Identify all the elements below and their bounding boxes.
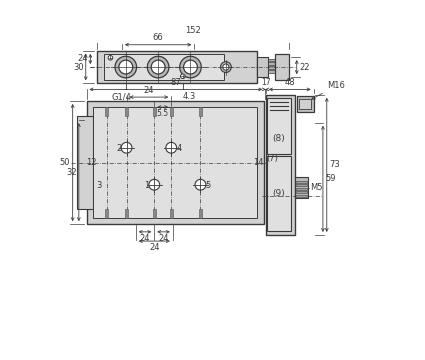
Bar [170, 107, 173, 116]
Bar [268, 66, 275, 69]
Bar [125, 107, 128, 116]
Text: 3: 3 [96, 181, 102, 190]
Bar [105, 107, 108, 116]
Circle shape [108, 55, 113, 60]
Text: M5: M5 [310, 183, 322, 192]
Bar [268, 62, 275, 65]
Bar [96, 51, 257, 83]
Bar [104, 54, 224, 80]
Circle shape [147, 56, 169, 78]
Bar [199, 209, 202, 218]
Bar [105, 209, 108, 218]
Circle shape [115, 56, 136, 78]
Circle shape [119, 60, 133, 74]
Text: 24: 24 [149, 243, 159, 252]
Text: 24: 24 [158, 234, 169, 243]
Bar [275, 54, 289, 80]
Bar [299, 99, 312, 109]
Text: 14: 14 [253, 158, 264, 167]
Bar [295, 177, 308, 198]
Text: 32: 32 [66, 168, 76, 177]
Text: 17: 17 [261, 78, 270, 87]
Circle shape [221, 62, 231, 72]
Bar [297, 96, 314, 112]
Bar [268, 59, 275, 61]
Text: (9): (9) [273, 189, 286, 198]
Text: 4.3: 4.3 [183, 93, 196, 102]
Bar [296, 188, 307, 190]
Circle shape [184, 60, 197, 74]
Text: 30: 30 [73, 63, 83, 72]
Text: (7): (7) [267, 154, 278, 163]
Text: 22: 22 [299, 63, 309, 72]
Text: 24: 24 [140, 234, 150, 243]
Text: G1/4: G1/4 [111, 93, 131, 102]
Bar [77, 116, 93, 209]
Bar [153, 209, 156, 218]
Circle shape [121, 142, 132, 153]
Text: 87: 87 [170, 78, 181, 87]
Bar [153, 107, 156, 116]
Text: 24: 24 [78, 54, 88, 63]
Circle shape [151, 60, 165, 74]
Bar [296, 181, 307, 183]
Text: 5: 5 [206, 181, 211, 190]
Bar [125, 209, 128, 218]
Text: 4: 4 [176, 144, 181, 153]
Text: 12: 12 [86, 158, 96, 167]
Text: 59: 59 [325, 174, 336, 183]
Text: 152: 152 [185, 26, 201, 35]
Text: 24: 24 [144, 86, 154, 95]
Text: 1: 1 [144, 181, 149, 190]
Text: 50: 50 [60, 158, 71, 167]
Bar [268, 70, 275, 73]
Text: 73: 73 [329, 160, 340, 169]
Text: 66: 66 [153, 33, 164, 42]
Text: M16: M16 [312, 81, 346, 99]
Circle shape [180, 56, 201, 78]
Bar [199, 107, 202, 116]
Bar [266, 95, 295, 235]
Bar [93, 107, 258, 218]
Bar [87, 101, 264, 224]
Bar [296, 195, 307, 197]
Circle shape [149, 179, 160, 190]
Bar [296, 191, 307, 193]
Bar [267, 156, 291, 231]
Circle shape [195, 179, 206, 190]
Text: (8): (8) [273, 134, 286, 143]
Bar [267, 98, 291, 154]
Text: 2: 2 [116, 144, 122, 153]
Circle shape [166, 142, 177, 153]
Circle shape [223, 64, 229, 70]
Bar [257, 57, 268, 77]
Bar [296, 184, 307, 186]
Circle shape [181, 74, 185, 78]
Text: 48: 48 [284, 78, 295, 87]
Text: 5.5: 5.5 [157, 109, 169, 118]
Bar [170, 209, 173, 218]
